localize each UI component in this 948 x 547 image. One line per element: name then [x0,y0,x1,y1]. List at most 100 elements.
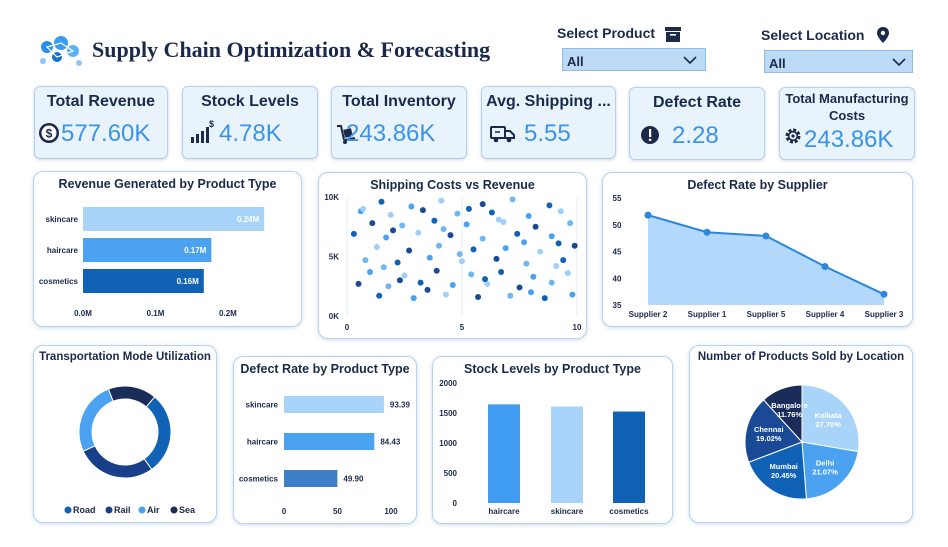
delivery-truck-icon [490,126,515,143]
scatter-point [426,254,433,261]
scatter-point [475,293,482,300]
y-tick-label: 0 [453,499,458,508]
scatter-point [530,273,537,280]
bar [551,406,583,503]
donut-slice [78,388,114,452]
x-tick-label: Supplier 3 [865,310,904,319]
scatter-point [488,209,495,216]
scatter-point [523,260,530,267]
scatter-point [376,292,383,299]
defect-product-bar-chart: skincare 93.39 haircare 84.43 cosmetics 49.90… [239,396,410,516]
alert-circle-icon [641,126,659,144]
chart-title: Number of Products Sold by Location [697,351,905,363]
location-filter-label: Select Location [761,27,865,43]
chart-title: Revenue Generated by Product Type [58,177,277,191]
slice-percent-label: 27.70% [815,420,841,429]
x-tick-label: 0.2M [219,309,237,318]
slice-category-label: Mumbai [770,462,798,471]
scatter-point [406,247,413,254]
category-label: cosmetics [239,475,279,484]
scatter-point [463,221,470,228]
scatter-point [383,234,390,241]
legend-label: Rail [114,505,131,515]
legend-label: Air [147,505,160,515]
kpi-value: 243.86K [346,120,436,147]
slice-percent-label: 20.45% [771,471,797,480]
x-tick-label: 0.0M [74,309,92,318]
gear-icon [785,128,801,144]
x-tick-label: 5 [460,323,465,332]
chart-title: Transportation Mode Utilization [39,351,211,363]
scatter-point [571,242,578,249]
kpi-title: Avg. Shipping ... [486,93,611,110]
scatter-point [419,207,426,214]
scatter-point [436,242,442,249]
y-tick-label: 45 [613,248,622,257]
chart-revenue-by-product: Revenue Generated by Product Type skinca… [33,171,302,327]
scatter-point [548,233,555,240]
scatter-point [509,196,516,203]
legend-marker [64,506,72,514]
scatter-point [557,208,564,215]
location-select[interactable]: All [764,50,913,73]
bar [284,396,384,413]
x-tick-label: Supplier 4 [806,310,845,319]
chart-shipping-vs-revenue: Shipping Costs vs Revenue 0K 5K 10K 0 5 10 [318,172,587,339]
scatter-point [555,240,562,247]
scatter-point [417,279,424,286]
data-label: 84.43 [380,438,401,447]
data-label: 0.16M [177,277,200,286]
scatter-point [440,226,447,233]
bar [83,238,212,262]
slice-percent-label: 21.07% [812,467,838,476]
kpi-title: Total Inventory [342,93,456,110]
bar [613,411,645,503]
kpi-total-manufacturing-costs: Total Manufacturing Costs 243.86K [779,87,915,160]
chart-title: Defect Rate by Supplier [687,178,828,192]
supply-chain-logo-icon [40,36,82,66]
scatter-point [396,277,403,284]
scatter-point [438,197,445,204]
scatter-point [484,280,491,287]
scatter-point [495,216,502,223]
chart-defect-by-product: Defect Rate by Product Type skincare 93.3… [233,356,417,524]
legend-marker [105,506,113,514]
scatter-point [564,270,571,277]
location-select-value: All [769,56,786,71]
scatter-point [516,284,523,291]
chart-title: Defect Rate by Product Type [240,362,410,376]
scatter-point [350,230,357,237]
x-tick-label: 50 [333,507,342,516]
data-label: 0.24M [237,215,260,224]
bar [83,207,265,231]
scatter-point [569,291,576,298]
data-point [644,211,652,219]
slice-percent-label: 19.02% [756,434,782,443]
category-label: cosmetics [39,277,79,286]
scatter-point [560,257,567,264]
scatter-point [537,248,544,255]
scatter-point [401,272,408,279]
scatter-point [548,279,555,286]
scatter-point [355,280,362,287]
scatter-point [431,217,438,224]
scatter-point [532,223,539,230]
map-pin-icon [877,27,889,43]
x-tick-label: Supplier 2 [629,310,668,319]
scatter-point [553,263,560,270]
x-tick-label: Supplier 5 [747,310,786,319]
scatter-point [541,295,548,302]
donut-slice [107,385,156,408]
data-point [703,228,711,236]
scatter-point [408,203,415,210]
scatter-point [521,239,528,246]
x-tick-label: Supplier 1 [688,310,727,319]
scatter-point [373,243,380,250]
donut-slice [82,445,153,479]
slice-category-label: Delhi [816,458,834,467]
scatter-point [433,267,440,274]
product-select[interactable]: All [562,48,706,71]
pie-slice [762,384,803,444]
kpi-value: 2.28 [672,122,719,149]
